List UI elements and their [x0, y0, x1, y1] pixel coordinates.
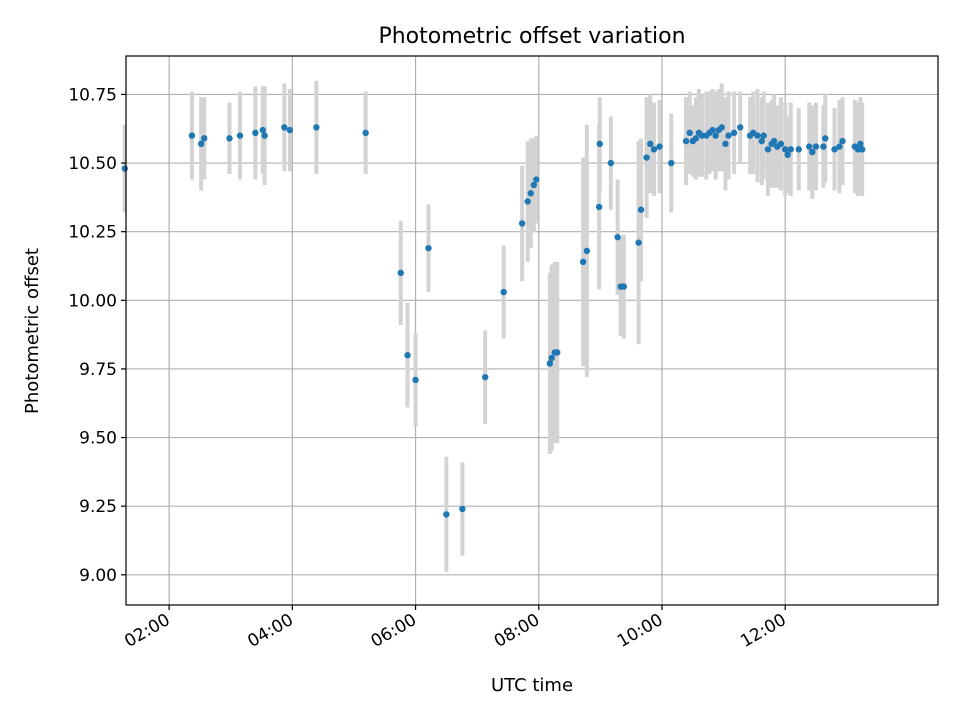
data-point	[760, 132, 767, 139]
data-point	[770, 137, 778, 145]
data-point	[201, 135, 208, 142]
data-point	[709, 126, 716, 134]
data-point	[362, 129, 369, 137]
data-point	[596, 140, 603, 148]
data-point	[857, 140, 864, 148]
data-point	[686, 129, 693, 137]
y-tick-label: 10.75	[68, 85, 117, 105]
data-point	[722, 140, 729, 148]
data-point	[281, 124, 288, 131]
data-point	[754, 132, 761, 139]
data-point	[620, 283, 627, 290]
y-tick-label: 10.25	[68, 223, 117, 243]
y-tick-label: 9.00	[79, 566, 117, 586]
data-point	[546, 360, 554, 367]
data-point	[643, 154, 650, 161]
y-tick-label: 10.00	[68, 291, 117, 311]
data-point	[595, 203, 603, 211]
data-point	[637, 206, 645, 213]
gridlines	[126, 56, 938, 605]
data-point	[527, 190, 534, 197]
data-point	[313, 124, 320, 131]
data-point	[121, 165, 128, 172]
data-point	[859, 146, 866, 153]
data-point	[252, 129, 259, 137]
chart-title: Photometric offset variation	[378, 24, 685, 49]
data-point	[650, 146, 658, 153]
data-point	[286, 126, 294, 134]
data-point	[459, 505, 466, 513]
data-point	[188, 132, 196, 139]
data-point	[481, 373, 489, 381]
data-point	[548, 354, 555, 362]
y-tick-label: 9.75	[79, 360, 117, 380]
data-point	[737, 124, 744, 131]
data-point	[836, 143, 843, 150]
data-point	[412, 376, 419, 384]
data-point	[725, 132, 732, 139]
data-point	[782, 146, 789, 153]
data-point	[226, 135, 233, 142]
data-point	[635, 239, 642, 246]
data-point	[647, 140, 654, 148]
y-tick-label: 10.50	[68, 154, 117, 174]
data-point	[718, 124, 725, 131]
data-point	[518, 220, 526, 227]
y-axis-ticks: 9.00 9.25 9.50 9.75 10.00 10.25 10.50 10.75	[68, 85, 126, 586]
data-point	[524, 198, 531, 205]
data-point	[839, 137, 846, 145]
y-tick-label: 9.50	[79, 429, 117, 449]
data-point	[443, 511, 450, 518]
data-point	[795, 146, 802, 153]
x-axis-label: UTC time	[491, 675, 573, 696]
data-point	[812, 143, 820, 150]
y-tick-label: 9.25	[79, 497, 117, 517]
data-point	[425, 244, 432, 252]
data-point	[712, 132, 719, 139]
data-point	[583, 247, 591, 255]
data-point	[236, 132, 244, 139]
data-point	[822, 135, 829, 142]
data-point	[579, 258, 587, 266]
data-point	[692, 135, 700, 142]
data-point	[614, 233, 621, 241]
data-point	[777, 140, 785, 148]
data-point	[261, 132, 268, 139]
data-point	[259, 126, 266, 134]
data-point	[730, 129, 738, 137]
data-point	[820, 143, 827, 150]
axes-frame	[125, 55, 939, 606]
data-point	[806, 143, 813, 150]
data-point	[500, 288, 507, 296]
data-point	[758, 137, 765, 145]
data-point	[764, 146, 772, 153]
data-point	[784, 151, 791, 159]
data-point	[404, 352, 411, 359]
data-point	[533, 176, 540, 183]
data-point	[809, 148, 816, 156]
data-points	[121, 124, 866, 518]
data-point	[554, 349, 561, 356]
data-point	[787, 146, 794, 153]
data-point	[607, 159, 615, 167]
y-axis-label: Photometric offset	[22, 248, 43, 414]
data-point	[682, 137, 690, 145]
data-point	[397, 269, 404, 277]
data-point	[197, 140, 205, 148]
data-point	[831, 146, 838, 153]
data-point	[530, 181, 538, 189]
data-point	[668, 159, 675, 167]
data-point	[656, 143, 663, 150]
